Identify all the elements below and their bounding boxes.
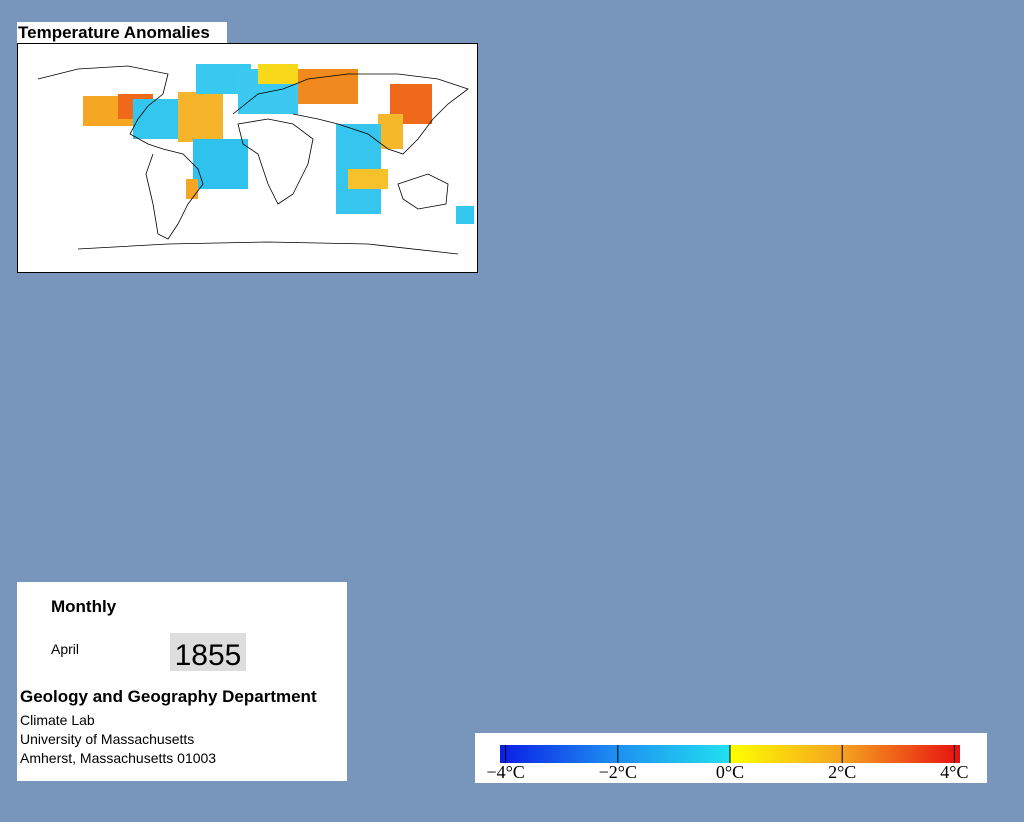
colorbar: −4°C −2°C 0°C 2°C 4°C <box>475 733 987 783</box>
info-panel: Monthly April 1855 Geology and Geography… <box>17 582 347 781</box>
department: Geology and Geography Department <box>20 687 317 706</box>
tick-label: 4°C <box>940 762 968 782</box>
anomaly-patches <box>83 64 474 224</box>
heading: Monthly <box>51 597 117 616</box>
coastlines <box>37 65 469 255</box>
month: April <box>51 641 80 657</box>
address-line: University of Massachusetts <box>20 731 195 747</box>
tick-label: −4°C <box>486 762 524 782</box>
map-title: Temperature Anomalies <box>17 22 227 43</box>
map <box>17 43 478 273</box>
address-line: Climate Lab <box>20 712 95 728</box>
tick-label: 2°C <box>828 762 856 782</box>
address-line: Amherst, Massachusetts 01003 <box>20 750 217 766</box>
tick-label: 0°C <box>716 762 744 782</box>
year: 1855 <box>170 633 246 672</box>
tick-label: −2°C <box>599 762 637 782</box>
